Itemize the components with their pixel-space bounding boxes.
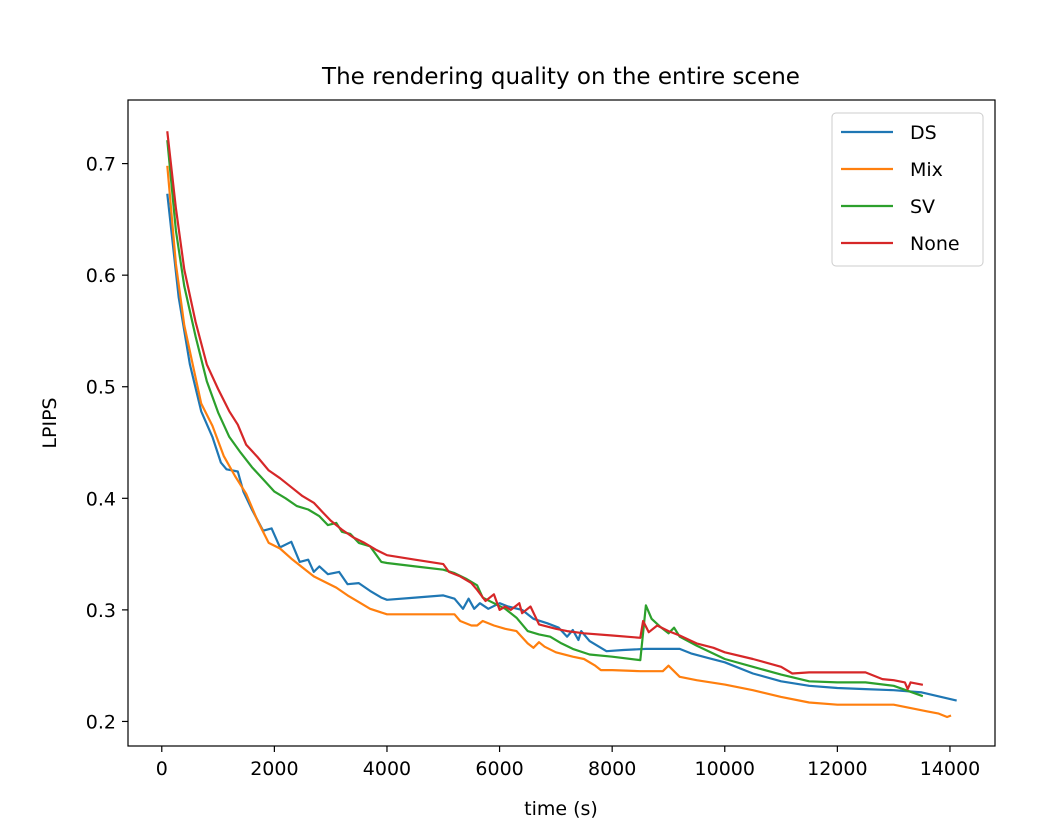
x-tick-label: 2000 bbox=[250, 758, 298, 780]
y-tick-label: 0.2 bbox=[86, 711, 116, 733]
x-tick-label: 0 bbox=[156, 758, 168, 780]
legend: DS Mix SV None bbox=[831, 112, 984, 267]
legend-label-mix: Mix bbox=[910, 159, 943, 181]
x-tick-label: 12000 bbox=[807, 758, 867, 780]
y-tick-label: 0.3 bbox=[86, 600, 116, 622]
legend-label-none: None bbox=[910, 233, 960, 255]
y-tick-label: 0.6 bbox=[86, 265, 116, 287]
y-axis-label: LPIPS bbox=[39, 397, 61, 448]
y-tick-label: 0.4 bbox=[86, 488, 116, 510]
x-tick-label: 6000 bbox=[475, 758, 523, 780]
y-axis-ticks: 0.2 0.3 0.4 0.5 0.6 0.7 bbox=[86, 154, 128, 733]
x-tick-label: 10000 bbox=[695, 758, 755, 780]
legend-entries: DS Mix SV None bbox=[841, 122, 960, 255]
legend-box bbox=[831, 112, 984, 267]
legend-label-ds: DS bbox=[910, 122, 937, 144]
x-tick-label: 4000 bbox=[363, 758, 411, 780]
x-axis-label: time (s) bbox=[524, 798, 598, 820]
x-axis-ticks: 0 2000 4000 6000 8000 10000 12000 14000 bbox=[156, 746, 980, 780]
legend-label-sv: SV bbox=[910, 196, 935, 218]
x-tick-label: 14000 bbox=[920, 758, 980, 780]
x-tick-label: 8000 bbox=[588, 758, 636, 780]
series-line-none bbox=[166, 131, 924, 691]
series-layer bbox=[166, 131, 957, 719]
y-tick-label: 0.7 bbox=[86, 154, 116, 176]
y-tick-label: 0.5 bbox=[86, 377, 116, 399]
series-line-mix bbox=[166, 165, 952, 719]
plot-frame bbox=[127, 99, 996, 747]
chart-title: The rendering quality on the entire scen… bbox=[321, 64, 800, 90]
